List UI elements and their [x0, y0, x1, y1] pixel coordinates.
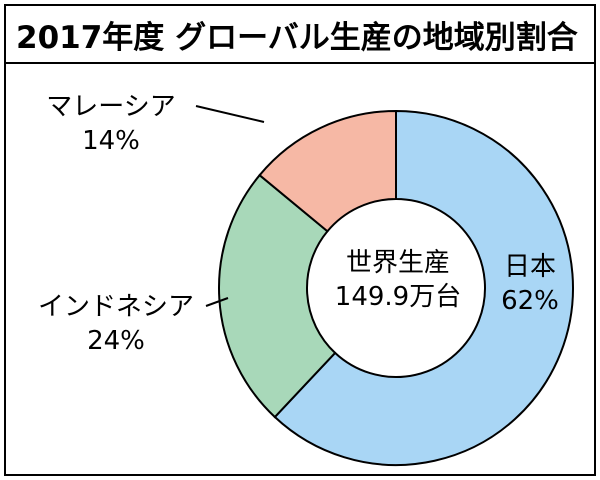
slice-value-indonesia: 24%	[87, 326, 145, 356]
slice-name-japan: 日本	[503, 252, 556, 282]
slice-label-malaysia: マレーシア 14%	[16, 90, 206, 158]
chart-title: 2017年度 グローバル生産の地域別割合	[16, 20, 578, 56]
slice-label-japan: 日本 62%	[480, 250, 580, 318]
donut-center-label: 世界生産 149.9万台	[308, 246, 488, 314]
slice-name-malaysia: マレーシア	[46, 92, 176, 122]
chart-frame: 2017年度 グローバル生産の地域別割合 マレーシア 14% インドネシア 24…	[4, 4, 596, 476]
donut-chart	[195, 105, 574, 466]
slice-japan	[273, 109, 574, 466]
title-divider	[6, 62, 594, 64]
slice-value-malaysia: 14%	[82, 126, 140, 156]
leader-lines	[195, 105, 265, 307]
center-line-1: 世界生産	[345, 248, 450, 278]
slice-value-japan: 62%	[501, 286, 559, 316]
center-line-2: 149.9万台	[334, 282, 462, 312]
slice-name-indonesia: インドネシア	[37, 292, 194, 322]
donut-slices	[218, 109, 574, 466]
slice-indonesia	[218, 173, 337, 419]
slice-malaysia	[258, 109, 397, 233]
slice-label-indonesia: インドネシア 24%	[16, 290, 216, 358]
leader-line-malaysia	[195, 105, 265, 123]
leader-line-indonesia	[205, 297, 229, 307]
